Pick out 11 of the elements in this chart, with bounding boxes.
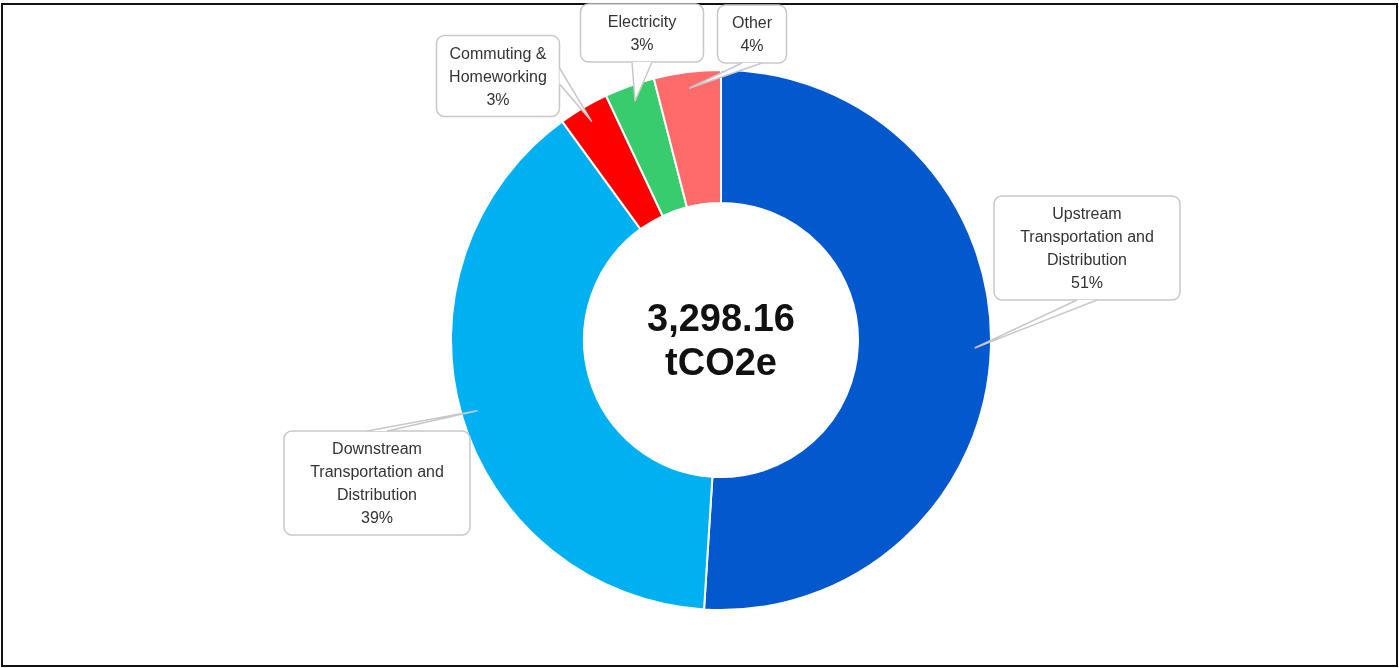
data-label: 4% xyxy=(740,37,764,55)
slice-label: Downstream Transportation and Distribution xyxy=(310,440,444,504)
data-label: 3% xyxy=(630,36,654,54)
slice-label: Commuting & Homeworking xyxy=(449,44,547,85)
slice-label: Electricity xyxy=(607,13,677,31)
slice-label: Other xyxy=(731,14,773,32)
data-label: 51% xyxy=(1070,274,1104,292)
data-label: 39% xyxy=(360,509,394,527)
data-label: 3% xyxy=(486,90,510,108)
slice-label: Upstream Transportation and Distribution xyxy=(1020,205,1154,269)
text: 3,298.16 tCO2e xyxy=(647,297,795,383)
